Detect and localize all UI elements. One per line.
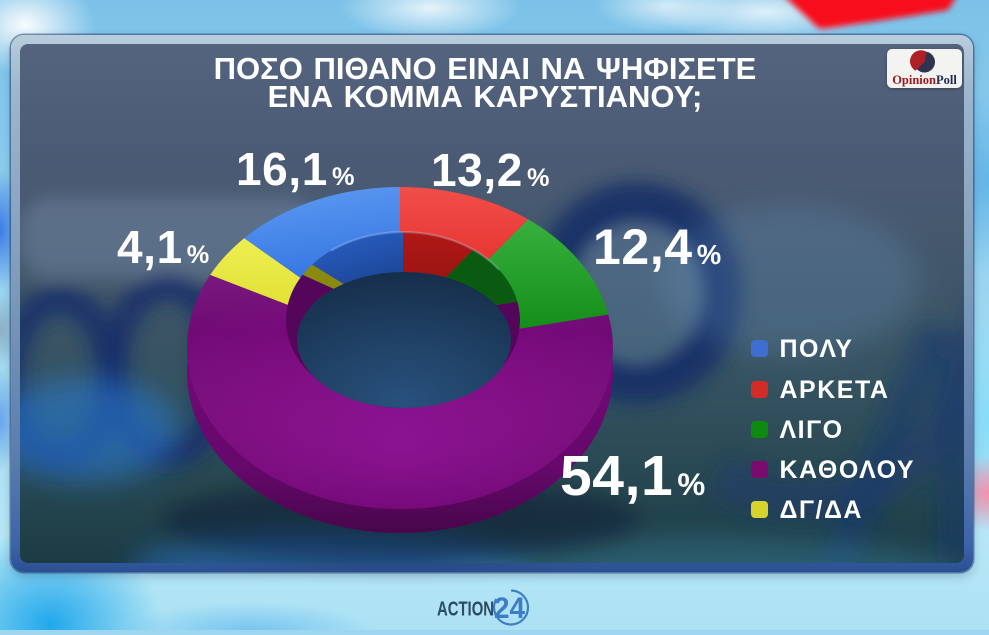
svg-text:24: 24	[494, 592, 525, 625]
svg-text:ACTION: ACTION	[437, 599, 494, 621]
